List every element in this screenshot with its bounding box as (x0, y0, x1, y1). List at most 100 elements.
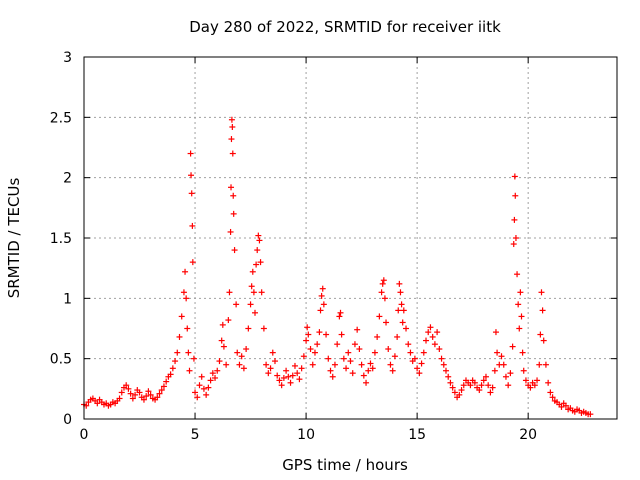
data-point (476, 387, 483, 394)
data-point (515, 301, 522, 308)
data-point (538, 289, 545, 296)
data-point (287, 379, 294, 386)
data-point (123, 382, 130, 389)
data-point (398, 301, 405, 308)
data-point (314, 341, 321, 348)
data-point (512, 235, 519, 241)
data-point (403, 325, 410, 332)
data-point (311, 349, 318, 356)
data-point (319, 285, 326, 292)
y-tick-label: 2 (63, 171, 72, 187)
data-point (200, 385, 207, 392)
data-point (143, 393, 150, 400)
data-point (230, 210, 237, 217)
data-point (399, 319, 406, 326)
data-point (331, 361, 338, 368)
data-point (354, 326, 361, 333)
data-point (397, 289, 404, 296)
data-point (438, 355, 445, 362)
data-point (258, 289, 265, 296)
data-point (502, 373, 509, 380)
data-point (214, 367, 221, 374)
data-point (256, 237, 263, 244)
data-point (431, 341, 438, 348)
data-point (250, 289, 257, 296)
data-point (351, 341, 358, 348)
data-point (467, 382, 474, 389)
data-point (269, 349, 276, 356)
data-point (511, 216, 518, 223)
data-point (376, 313, 383, 320)
data-point (519, 349, 526, 356)
data-point (228, 136, 235, 143)
data-point (451, 389, 458, 396)
data-point (449, 384, 456, 391)
data-point (145, 388, 152, 395)
data-point (536, 361, 543, 368)
data-point (147, 391, 154, 398)
data-point (218, 337, 225, 344)
data-point (283, 367, 290, 374)
data-point (327, 367, 334, 374)
data-point (485, 382, 492, 389)
data-point (320, 301, 327, 308)
data-point (509, 343, 516, 350)
data-point (531, 382, 538, 389)
y-tick-label: 2.5 (50, 110, 72, 126)
data-point (245, 325, 252, 332)
data-point (498, 353, 505, 360)
data-point (254, 247, 261, 254)
data-point (434, 329, 441, 336)
data-point (280, 374, 287, 381)
data-point (223, 361, 230, 368)
data-point (343, 365, 350, 372)
data-point (558, 403, 565, 410)
data-point (187, 150, 194, 157)
data-point (267, 365, 274, 372)
data-point (471, 379, 478, 386)
data-point (527, 384, 534, 391)
data-point (174, 349, 181, 356)
data-point (189, 222, 196, 229)
data-point (252, 309, 259, 316)
data-point (440, 361, 447, 368)
data-point (303, 337, 310, 344)
data-point (136, 389, 143, 396)
data-point (522, 377, 529, 384)
data-point (358, 361, 365, 368)
data-point (203, 391, 210, 398)
data-point (420, 349, 427, 356)
data-point (125, 385, 132, 392)
data-point (228, 116, 235, 123)
data-point (389, 367, 396, 374)
data-point (478, 382, 485, 389)
data-point (183, 295, 190, 302)
data-point (248, 283, 255, 290)
y-tick-label: 1.5 (50, 231, 72, 247)
data-point (188, 190, 195, 197)
data-point (562, 402, 569, 409)
data-point (510, 241, 517, 248)
data-point (129, 395, 136, 402)
data-point (425, 329, 432, 336)
data-point (276, 377, 283, 384)
data-point (537, 331, 544, 338)
y-tick-label: 0.5 (50, 352, 72, 368)
data-point (233, 301, 240, 308)
data-point (427, 324, 434, 331)
data-point (367, 360, 374, 367)
data-point (549, 394, 556, 401)
data-point (491, 367, 498, 374)
data-point (317, 307, 324, 314)
data-point (418, 360, 425, 367)
data-point (304, 324, 311, 331)
data-point (407, 349, 414, 356)
data-point (394, 333, 401, 340)
data-point (220, 343, 227, 350)
data-point (458, 387, 465, 394)
data-point (345, 349, 352, 356)
data-points (81, 116, 594, 418)
data-point (163, 378, 170, 385)
data-point (447, 379, 454, 386)
